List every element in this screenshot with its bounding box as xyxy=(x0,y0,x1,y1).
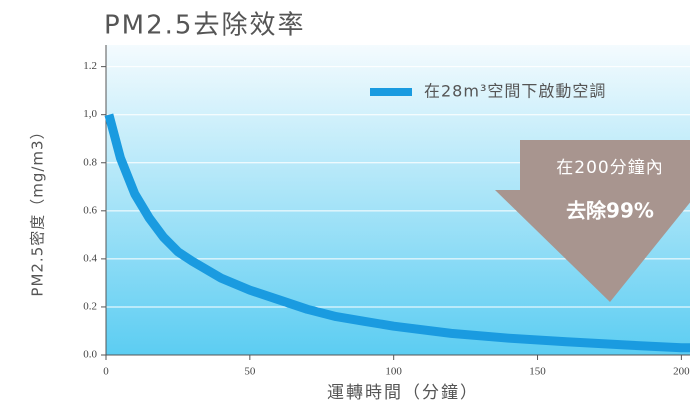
legend-label: 在28m³空間下啟動空調 xyxy=(424,82,606,101)
y-tick-label: 0.0 xyxy=(83,349,97,361)
annotation-line: 去除99% xyxy=(566,199,654,223)
x-axis-label: 運轉時間（分鐘） xyxy=(327,383,479,403)
y-tick-label: 0.4 xyxy=(83,252,97,264)
chart-title: PM2.5去除效率 xyxy=(104,11,305,41)
y-tick-label: 0.8 xyxy=(83,156,97,168)
data-line xyxy=(104,113,690,353)
x-tick-label: 200 xyxy=(673,366,690,378)
y-axis-label: PM2.5密度（mg/m3） xyxy=(29,123,47,296)
x-tick-label: 0 xyxy=(103,366,109,378)
y-tick-label: 1,0 xyxy=(83,108,97,120)
x-tick-label: 100 xyxy=(385,366,402,378)
x-tick-label: 50 xyxy=(244,366,256,378)
annotation-arrow xyxy=(495,140,690,302)
y-tick-label: 0.2 xyxy=(83,300,97,312)
y-tick-label: 0.6 xyxy=(83,204,97,216)
annotation-line: 在200分鐘內 xyxy=(556,158,663,178)
y-tick-label: 1.2 xyxy=(83,60,97,72)
x-tick-label: 150 xyxy=(529,366,546,378)
